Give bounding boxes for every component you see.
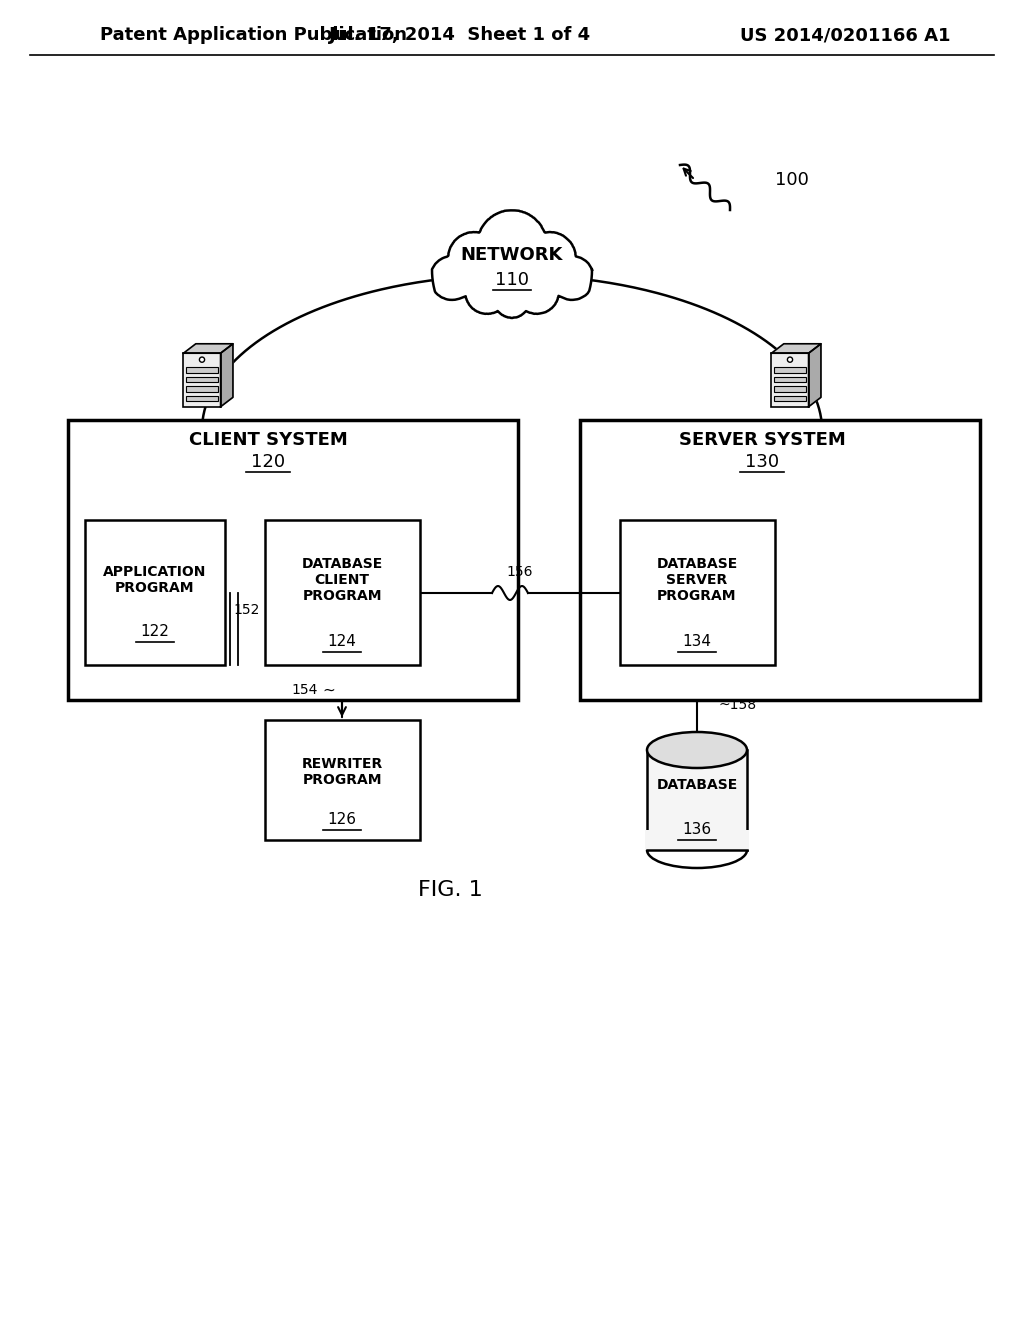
Bar	[771, 354, 809, 407]
Bar	[183, 354, 220, 407]
Text: DATABASE
CLIENT
PROGRAM: DATABASE CLIENT PROGRAM	[301, 557, 383, 603]
Text: APPLICATION
PROGRAM: APPLICATION PROGRAM	[103, 565, 207, 595]
Text: FIG. 1: FIG. 1	[418, 880, 482, 900]
Text: 124: 124	[328, 635, 356, 649]
Text: 110: 110	[495, 271, 529, 289]
Polygon shape	[220, 343, 232, 407]
Text: 126: 126	[328, 813, 356, 828]
Bar	[774, 396, 806, 401]
Bar	[774, 367, 806, 372]
Circle shape	[200, 356, 205, 362]
Bar	[645, 830, 749, 850]
Text: REWRITER
PROGRAM: REWRITER PROGRAM	[301, 756, 383, 787]
Bar	[186, 387, 217, 392]
Text: 120: 120	[251, 453, 285, 471]
Bar	[265, 719, 420, 840]
Polygon shape	[183, 343, 232, 354]
Bar	[186, 367, 217, 372]
Text: 136: 136	[682, 822, 712, 837]
Text: US 2014/0201166 A1: US 2014/0201166 A1	[739, 26, 950, 44]
Text: Jul. 17, 2014  Sheet 1 of 4: Jul. 17, 2014 Sheet 1 of 4	[329, 26, 591, 44]
Polygon shape	[771, 343, 821, 354]
Bar	[265, 520, 420, 665]
Bar	[68, 420, 518, 700]
Text: 130: 130	[744, 453, 779, 471]
Text: Patent Application Publication: Patent Application Publication	[100, 26, 407, 44]
Text: CLIENT SYSTEM: CLIENT SYSTEM	[188, 432, 347, 449]
Text: ~: ~	[322, 682, 335, 697]
Polygon shape	[809, 343, 821, 407]
Bar	[647, 750, 746, 850]
Text: 152: 152	[233, 603, 260, 616]
Ellipse shape	[647, 733, 746, 768]
Text: 156: 156	[507, 565, 534, 579]
Polygon shape	[432, 210, 592, 318]
Bar	[774, 376, 806, 383]
Text: 122: 122	[140, 624, 169, 639]
Bar	[620, 520, 775, 665]
Text: 134: 134	[683, 635, 712, 649]
Bar	[774, 387, 806, 392]
Text: ~158: ~158	[718, 698, 756, 711]
Bar	[580, 420, 980, 700]
Text: SERVER SYSTEM: SERVER SYSTEM	[679, 432, 846, 449]
Text: 154: 154	[292, 682, 318, 697]
Text: 100: 100	[775, 172, 809, 189]
Text: DATABASE: DATABASE	[656, 777, 737, 792]
Text: DATABASE
SERVER
PROGRAM: DATABASE SERVER PROGRAM	[656, 557, 737, 603]
Circle shape	[787, 356, 793, 362]
Bar	[85, 520, 225, 665]
Bar	[186, 376, 217, 383]
Bar	[186, 396, 217, 401]
Text: NETWORK: NETWORK	[461, 246, 563, 264]
